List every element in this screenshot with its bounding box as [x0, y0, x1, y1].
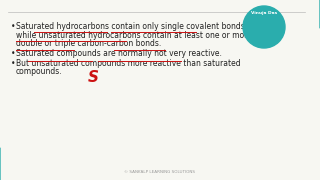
Text: But unsaturated compounds more reactive than saturated: But unsaturated compounds more reactive … — [16, 59, 241, 68]
Text: while unsaturated hydrocarbons contain at least one or more: while unsaturated hydrocarbons contain a… — [16, 30, 252, 39]
Text: •: • — [11, 48, 15, 57]
Text: © SANKALP LEARNING SOLUTIONS: © SANKALP LEARNING SOLUTIONS — [124, 170, 196, 174]
Text: Saturated compounds are normally not very reactive.: Saturated compounds are normally not ver… — [16, 48, 222, 57]
Text: S: S — [88, 69, 99, 84]
Text: compounds.: compounds. — [16, 68, 63, 76]
Text: Saturated hydrocarbons contain only single covalent bonds: Saturated hydrocarbons contain only sing… — [16, 22, 245, 31]
Text: double or triple carbon-carbon bonds.: double or triple carbon-carbon bonds. — [16, 39, 161, 48]
Text: •: • — [11, 22, 15, 31]
Circle shape — [243, 6, 285, 48]
Text: Vinuja Das: Vinuja Das — [251, 11, 277, 15]
Text: •: • — [11, 59, 15, 68]
